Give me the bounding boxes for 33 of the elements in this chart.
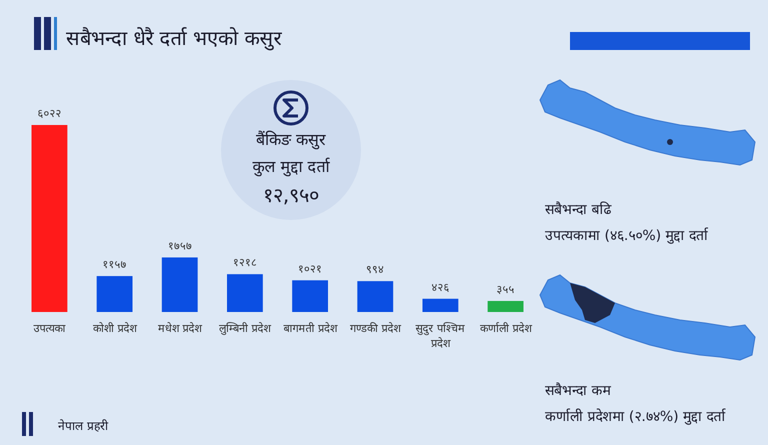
annotation: बैंकिङ कसुर — [256, 130, 326, 150]
chart-title: सबैभन्दा धेरै दर्ता भएको कसुर — [66, 26, 282, 51]
text: उपत्यकामा (४६.५०%) मुद्दा दर्ता — [545, 227, 710, 244]
annotation: कुल मुद्दा दर्ता — [252, 157, 331, 177]
bar — [96, 276, 133, 312]
data-label: १०२१ — [298, 262, 322, 276]
data-label: ११५७ — [102, 258, 127, 272]
text: नेपाल प्रहरी — [58, 419, 109, 433]
annotation: १२,९५० — [262, 183, 320, 207]
text: सबैभन्दा कम — [545, 382, 612, 399]
x-tick-label: सुदुर पश्चिम प्रदेश — [416, 322, 466, 350]
data-label: ३५५ — [496, 282, 515, 296]
x-tick-label: कोशी प्रदेश — [92, 322, 138, 335]
data-label: १७५७ — [168, 239, 192, 252]
data-label: १२१८ — [232, 256, 257, 270]
data-label: ४२६ — [431, 280, 450, 294]
bar — [488, 300, 524, 312]
x-tick-label: गण्डकी प्रदेश — [350, 322, 402, 335]
bar — [227, 274, 263, 312]
text: सबैभन्दा बढि — [545, 201, 612, 218]
text: कर्णाली प्रदेशमा (२.७४%) मुद्दा दर्ता — [545, 408, 726, 425]
x-tick-label: मधेश प्रदेश — [158, 322, 203, 335]
x-tick-label: कर्णाली प्रदेश — [480, 322, 532, 335]
bar — [422, 298, 458, 312]
bar — [292, 280, 328, 312]
bar — [162, 257, 198, 312]
x-tick-label: लुम्बिनी प्रदेश — [219, 322, 272, 335]
data-label: ९९४ — [366, 263, 384, 276]
data-label: ६०२२ — [37, 107, 62, 120]
x-tick-label: बागमती प्रदेश — [283, 322, 338, 335]
bar — [32, 125, 68, 312]
bar — [357, 281, 394, 312]
x-tick-label: उपत्यका — [33, 322, 66, 335]
